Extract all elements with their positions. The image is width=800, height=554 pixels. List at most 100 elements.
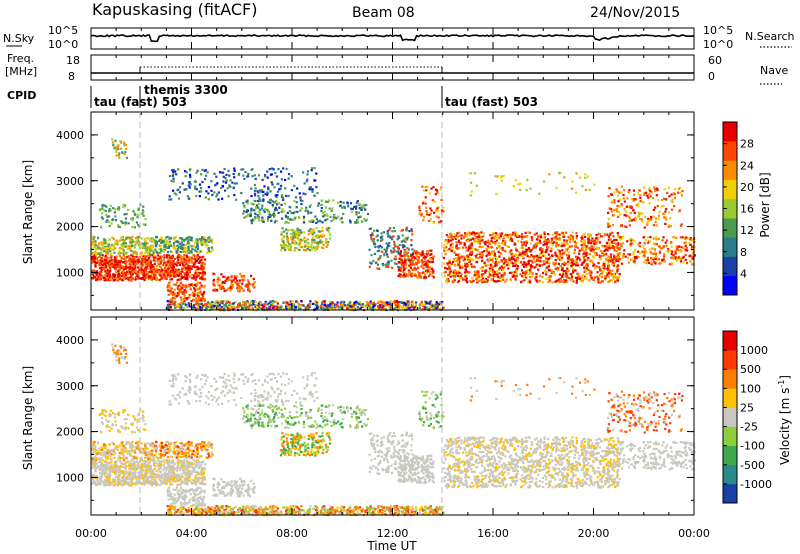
power-cell: [462, 255, 465, 258]
power-cell: [593, 276, 596, 279]
power-cell: [167, 274, 170, 277]
power-cell: [134, 278, 137, 281]
power-cell: [183, 188, 186, 191]
power-cell: [609, 256, 612, 259]
power-cell: [190, 236, 193, 239]
power-cell: [299, 305, 302, 308]
power-cell: [282, 167, 285, 170]
power-cell: [159, 241, 163, 244]
power-cell: [197, 274, 200, 278]
power-cell: [203, 298, 206, 301]
power-cell: [125, 277, 128, 280]
power-cell: [123, 245, 126, 248]
power-cell: [617, 255, 620, 258]
power-cell: [566, 270, 569, 273]
power-cell: [432, 276, 435, 279]
power-cell: [484, 241, 487, 244]
power-cell: [93, 271, 96, 275]
power-cell: [458, 257, 461, 260]
power-cell: [313, 241, 316, 244]
power-cell: [541, 275, 544, 279]
power-cell: [149, 267, 152, 270]
power-cell: [295, 300, 298, 303]
power-cell: [402, 239, 405, 242]
power-cell: [264, 302, 267, 305]
power-cell: [423, 303, 427, 307]
power-cell: [408, 258, 411, 261]
nave-tick-top: 60: [708, 54, 722, 67]
power-cell: [176, 248, 179, 251]
power-cell: [125, 147, 128, 150]
power-cell: [256, 214, 260, 217]
power-cell: [358, 303, 361, 306]
power-cell: [446, 242, 449, 245]
power-cell: [406, 306, 409, 309]
power-cell: [97, 260, 100, 263]
power-cell: [449, 245, 452, 248]
power-cell: [613, 254, 616, 257]
power-cell: [260, 190, 263, 194]
power-cell: [136, 213, 139, 216]
power-cell: [123, 213, 126, 216]
power-cell: [392, 247, 395, 250]
power-cell: [250, 308, 253, 311]
power-cell: [99, 259, 102, 262]
power-cell: [203, 266, 206, 269]
power-cell: [222, 175, 225, 178]
power-cell: [443, 249, 446, 252]
power-cell: [192, 245, 195, 248]
power-cell: [407, 255, 410, 258]
power-cell: [194, 285, 197, 288]
power-cell: [293, 240, 297, 243]
power-cell: [144, 248, 147, 251]
freq-label-2: [MHz]: [5, 65, 37, 78]
power-cell: [470, 265, 474, 268]
power-cell: [298, 248, 301, 251]
power-cell: [458, 231, 461, 234]
power-cell: [233, 306, 236, 309]
power-cell: [402, 266, 405, 269]
power-cell: [520, 233, 524, 236]
power-cell: [204, 196, 207, 199]
power-cell: [601, 265, 604, 268]
power-cell: [166, 267, 169, 270]
power-cell: [281, 208, 284, 211]
power-cell: [272, 168, 275, 171]
power-cell: [169, 288, 172, 291]
power-cell: [264, 300, 267, 304]
power-cell: [574, 259, 577, 262]
power-cell: [399, 267, 402, 270]
power-cell: [554, 231, 558, 234]
power-cell: [113, 146, 116, 149]
power-cell: [381, 235, 384, 238]
power-cell: [468, 245, 471, 248]
power-cell: [306, 247, 309, 250]
power-cell: [193, 265, 196, 269]
power-cell: [148, 246, 151, 249]
power-cell: [236, 287, 239, 290]
power-cell: [109, 269, 112, 272]
power-cell: [113, 256, 117, 259]
power-cell: [422, 256, 426, 259]
power-cell: [375, 261, 378, 264]
power-cell: [299, 209, 302, 212]
power-cell: [187, 285, 190, 288]
power-cell: [229, 185, 232, 188]
power-cell: [561, 249, 564, 252]
power-cell: [358, 207, 361, 210]
power-cell: [104, 265, 107, 269]
power-cell: [178, 306, 182, 309]
power-cell: [217, 198, 220, 201]
power-cell: [401, 270, 404, 273]
power-cell: [217, 307, 220, 310]
power-cell: [188, 169, 192, 172]
power-cell: [161, 277, 164, 280]
power-cell: [286, 306, 289, 310]
power-cell: [202, 255, 205, 258]
power-cell: [412, 263, 415, 266]
power-cell: [416, 276, 419, 279]
power-cell: [425, 306, 428, 309]
power-cell: [495, 270, 498, 273]
power-cell: [459, 242, 462, 245]
power-cell: [555, 243, 558, 246]
